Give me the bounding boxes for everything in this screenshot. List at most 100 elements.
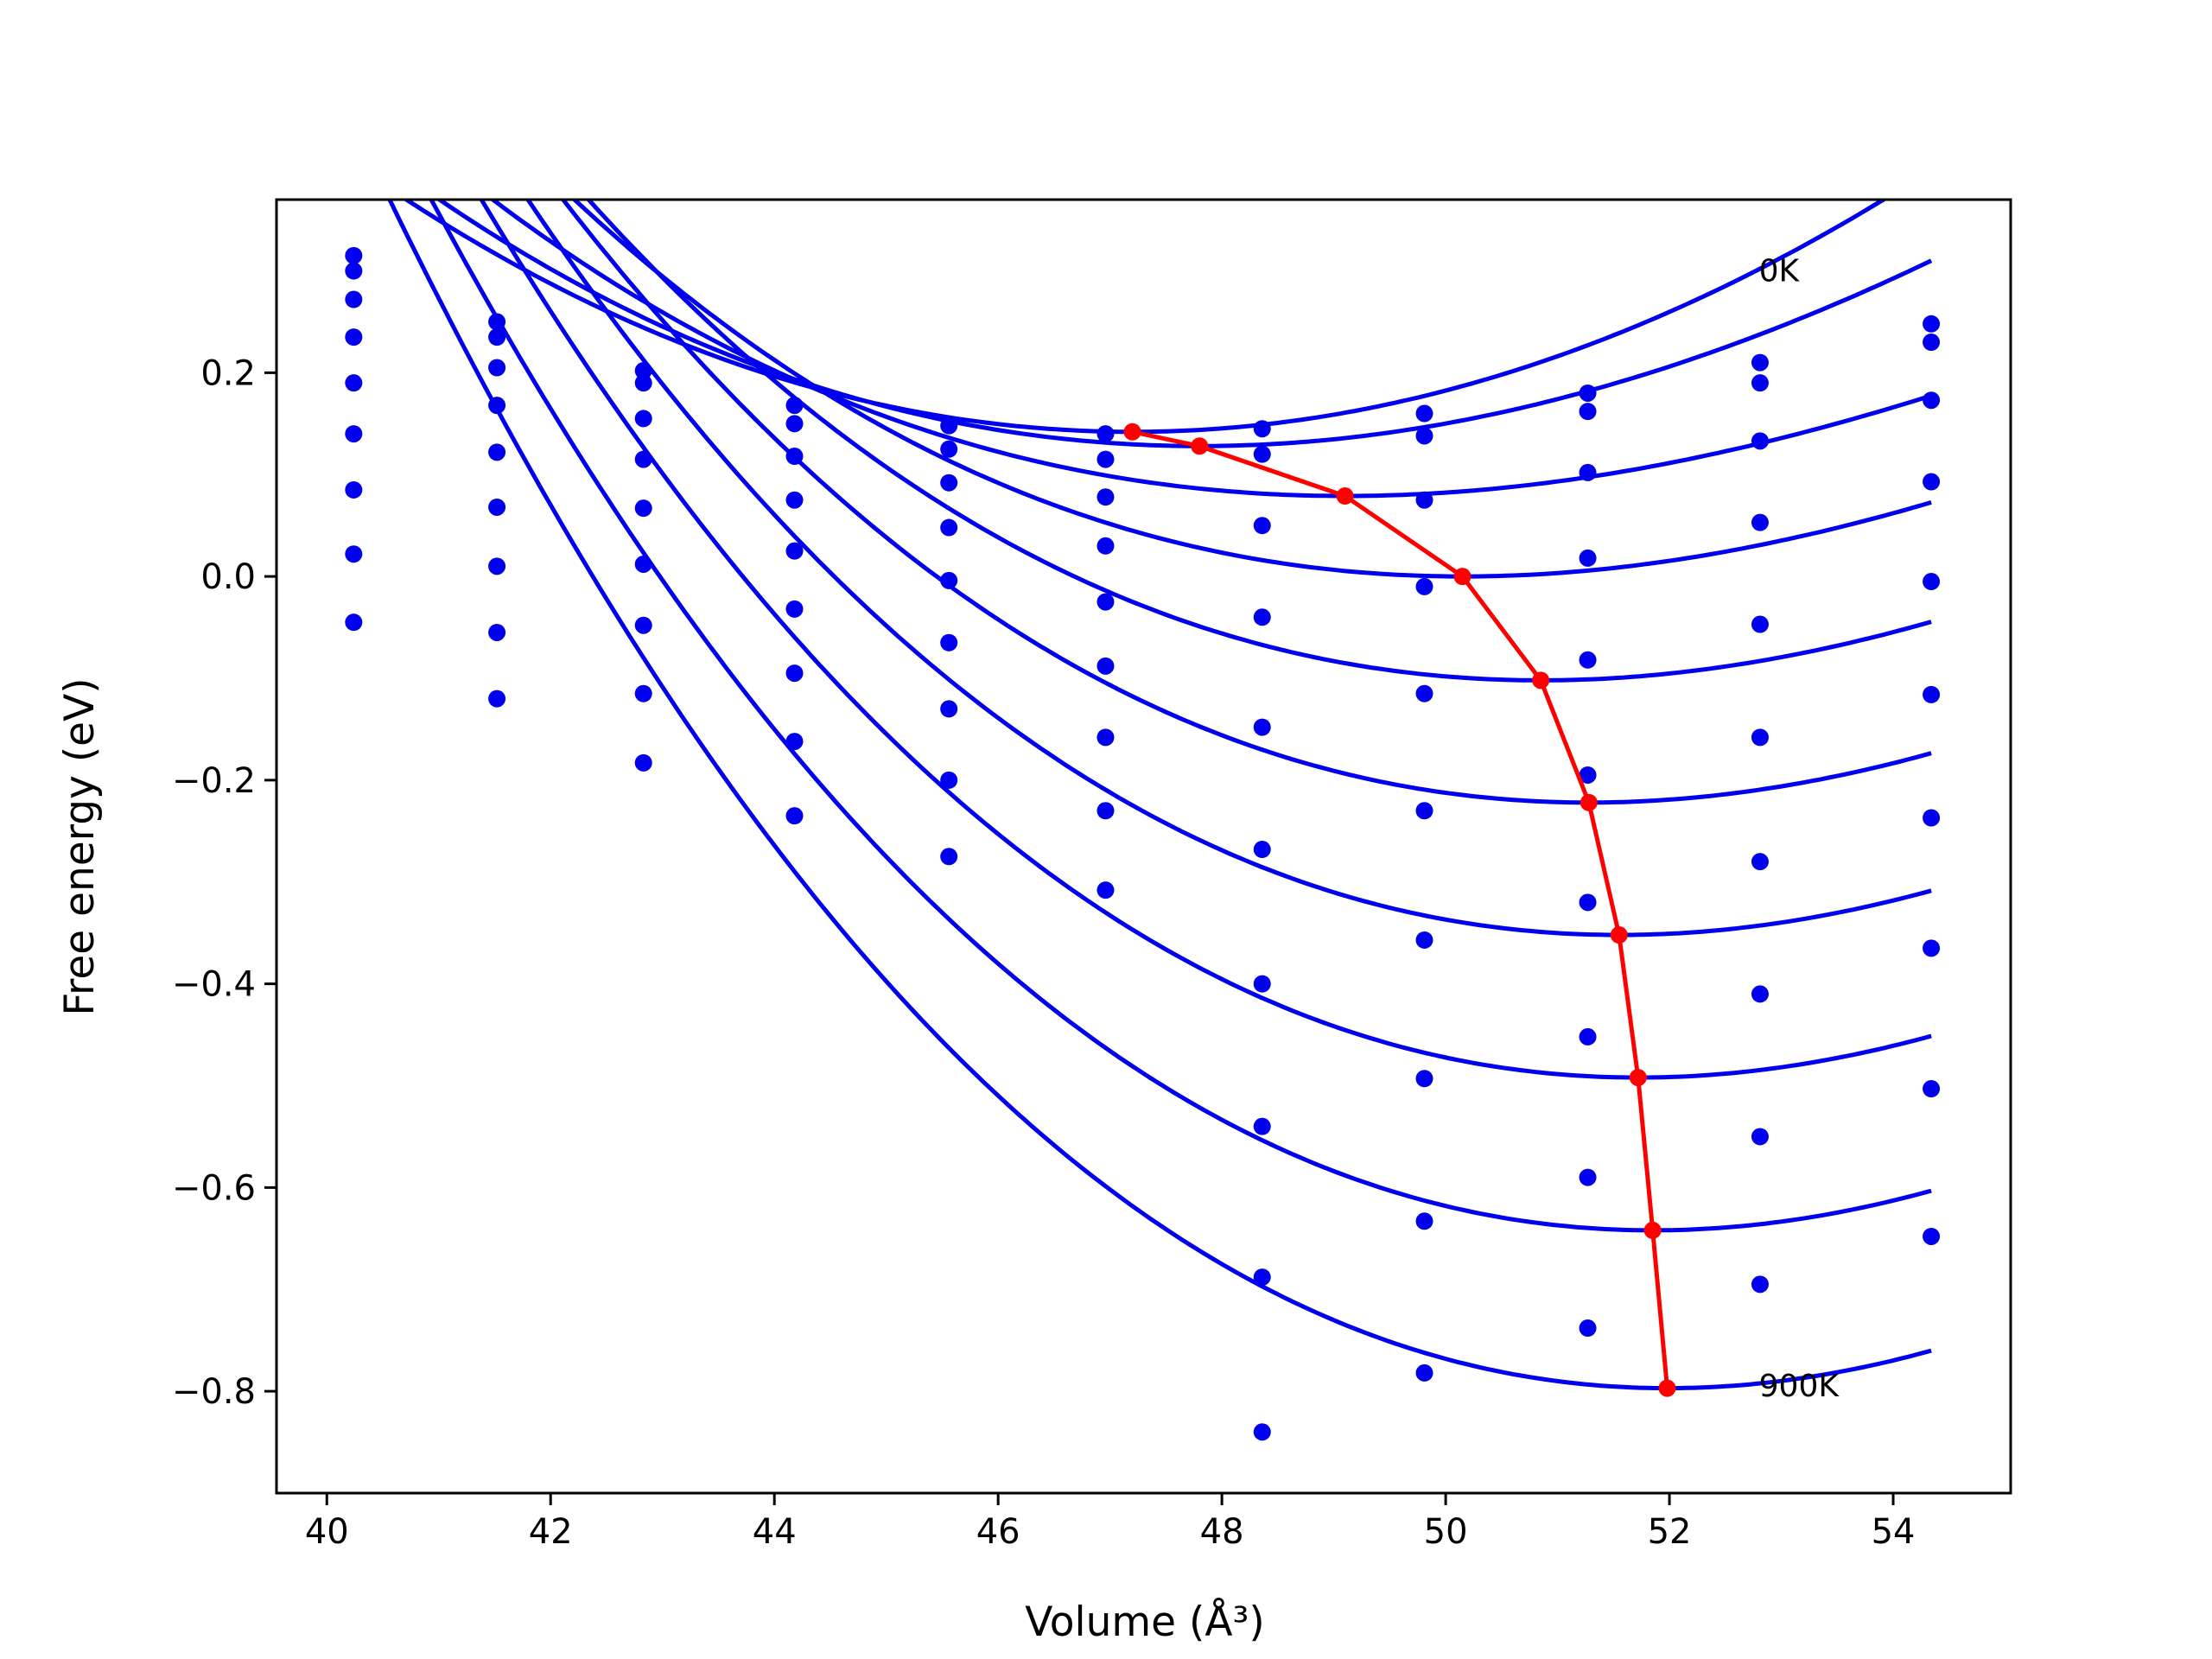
data-point [345, 262, 363, 280]
x-tick-label: 46 [976, 1512, 1020, 1552]
minimum-point [1532, 671, 1550, 690]
data-point [1415, 931, 1433, 949]
data-point [345, 545, 363, 563]
y-tick-label: −0.8 [172, 1372, 256, 1412]
data-point [1923, 685, 1941, 703]
data-point [1253, 718, 1271, 736]
fit-curve-0 [402, 200, 1888, 435]
data-point [1579, 549, 1597, 567]
data-point [1579, 463, 1597, 481]
data-point [1096, 728, 1115, 747]
data-point [1579, 893, 1597, 912]
x-tick-label: 42 [529, 1512, 573, 1552]
data-point [785, 397, 804, 415]
y-tick-label: −0.6 [172, 1168, 256, 1208]
data-point [1579, 651, 1597, 669]
fit-curve-8 [429, 200, 1932, 1233]
data-point [1253, 445, 1271, 463]
data-point [1923, 473, 1941, 491]
data-point [1253, 1423, 1271, 1441]
data-point [1751, 1128, 1769, 1146]
y-axis-label: Free energy (eV) [56, 677, 104, 1015]
data-point [488, 359, 506, 377]
data-point [1579, 1319, 1597, 1338]
data-point [345, 425, 363, 443]
data-point [1923, 809, 1941, 827]
x-tick-label: 50 [1424, 1512, 1468, 1552]
data-point [1751, 374, 1769, 392]
data-point [785, 542, 804, 560]
data-point [1253, 1268, 1271, 1287]
minimum-point [1629, 1069, 1647, 1087]
data-point [1923, 573, 1941, 591]
data-point [1096, 537, 1115, 555]
data-point [785, 733, 804, 751]
data-point [1751, 615, 1769, 633]
y-tick-label: 0.0 [200, 557, 256, 597]
x-tick-label: 40 [305, 1512, 349, 1552]
data-point [634, 555, 652, 573]
data-point [634, 410, 652, 428]
data-point [940, 474, 958, 492]
fit-curve-4 [585, 200, 1932, 683]
data-point [1923, 1227, 1941, 1245]
data-point [1253, 608, 1271, 626]
data-point [940, 440, 958, 458]
data-point [1253, 975, 1271, 993]
data-point [345, 246, 363, 264]
plot-background [276, 200, 2011, 1493]
data-point [940, 633, 958, 652]
data-point [345, 290, 363, 308]
data-point [1415, 427, 1433, 445]
data-point [1751, 513, 1769, 531]
data-point [940, 848, 958, 866]
data-point [1415, 1212, 1433, 1230]
data-point [488, 328, 506, 346]
data-point [1415, 404, 1433, 423]
annotation-0k: 0K [1759, 254, 1801, 289]
y-axis-ticks: 0.2 0.0 −0.2 −0.4 −0.6 −0.8 [172, 353, 276, 1412]
data-point [1415, 491, 1433, 509]
data-point [1096, 802, 1115, 820]
minimum-point [1123, 423, 1141, 441]
data-point [1096, 450, 1115, 468]
fit-curve-6 [524, 200, 1932, 938]
data-point [345, 328, 363, 346]
data-point [785, 448, 804, 466]
data-point [940, 518, 958, 537]
minimum-point [1610, 926, 1628, 944]
x-axis-ticks: 40 42 44 46 48 50 52 54 [305, 1493, 1916, 1552]
y-tick-label: 0.2 [200, 353, 256, 393]
data-point [1253, 517, 1271, 535]
data-point [488, 443, 506, 461]
plot-frame [275, 198, 2012, 1495]
data-point [634, 362, 652, 380]
data-point [1253, 1117, 1271, 1135]
data-point [1751, 853, 1769, 871]
data-point [634, 499, 652, 518]
data-point [488, 557, 506, 575]
data-point [1923, 1080, 1941, 1098]
minimum-point [1643, 1221, 1662, 1239]
data-point [1751, 985, 1769, 1003]
y-tick-label: −0.4 [172, 965, 256, 1005]
data-point [1415, 577, 1433, 595]
data-point [488, 690, 506, 708]
data-point [1096, 425, 1115, 443]
x-tick-label: 48 [1200, 1512, 1244, 1552]
data-point [1253, 841, 1271, 859]
fit-curve-3 [571, 200, 1932, 579]
data-point [1579, 384, 1597, 402]
data-point [1751, 353, 1769, 372]
data-point [785, 491, 804, 509]
data-point [488, 313, 506, 331]
data-point [634, 450, 652, 468]
data-point [1923, 939, 1941, 957]
data-point [634, 374, 652, 392]
data-point [345, 613, 363, 632]
data-point [1923, 315, 1941, 333]
x-tick-label: 54 [1872, 1512, 1916, 1552]
data-point [1751, 432, 1769, 450]
data-point [1751, 1275, 1769, 1294]
